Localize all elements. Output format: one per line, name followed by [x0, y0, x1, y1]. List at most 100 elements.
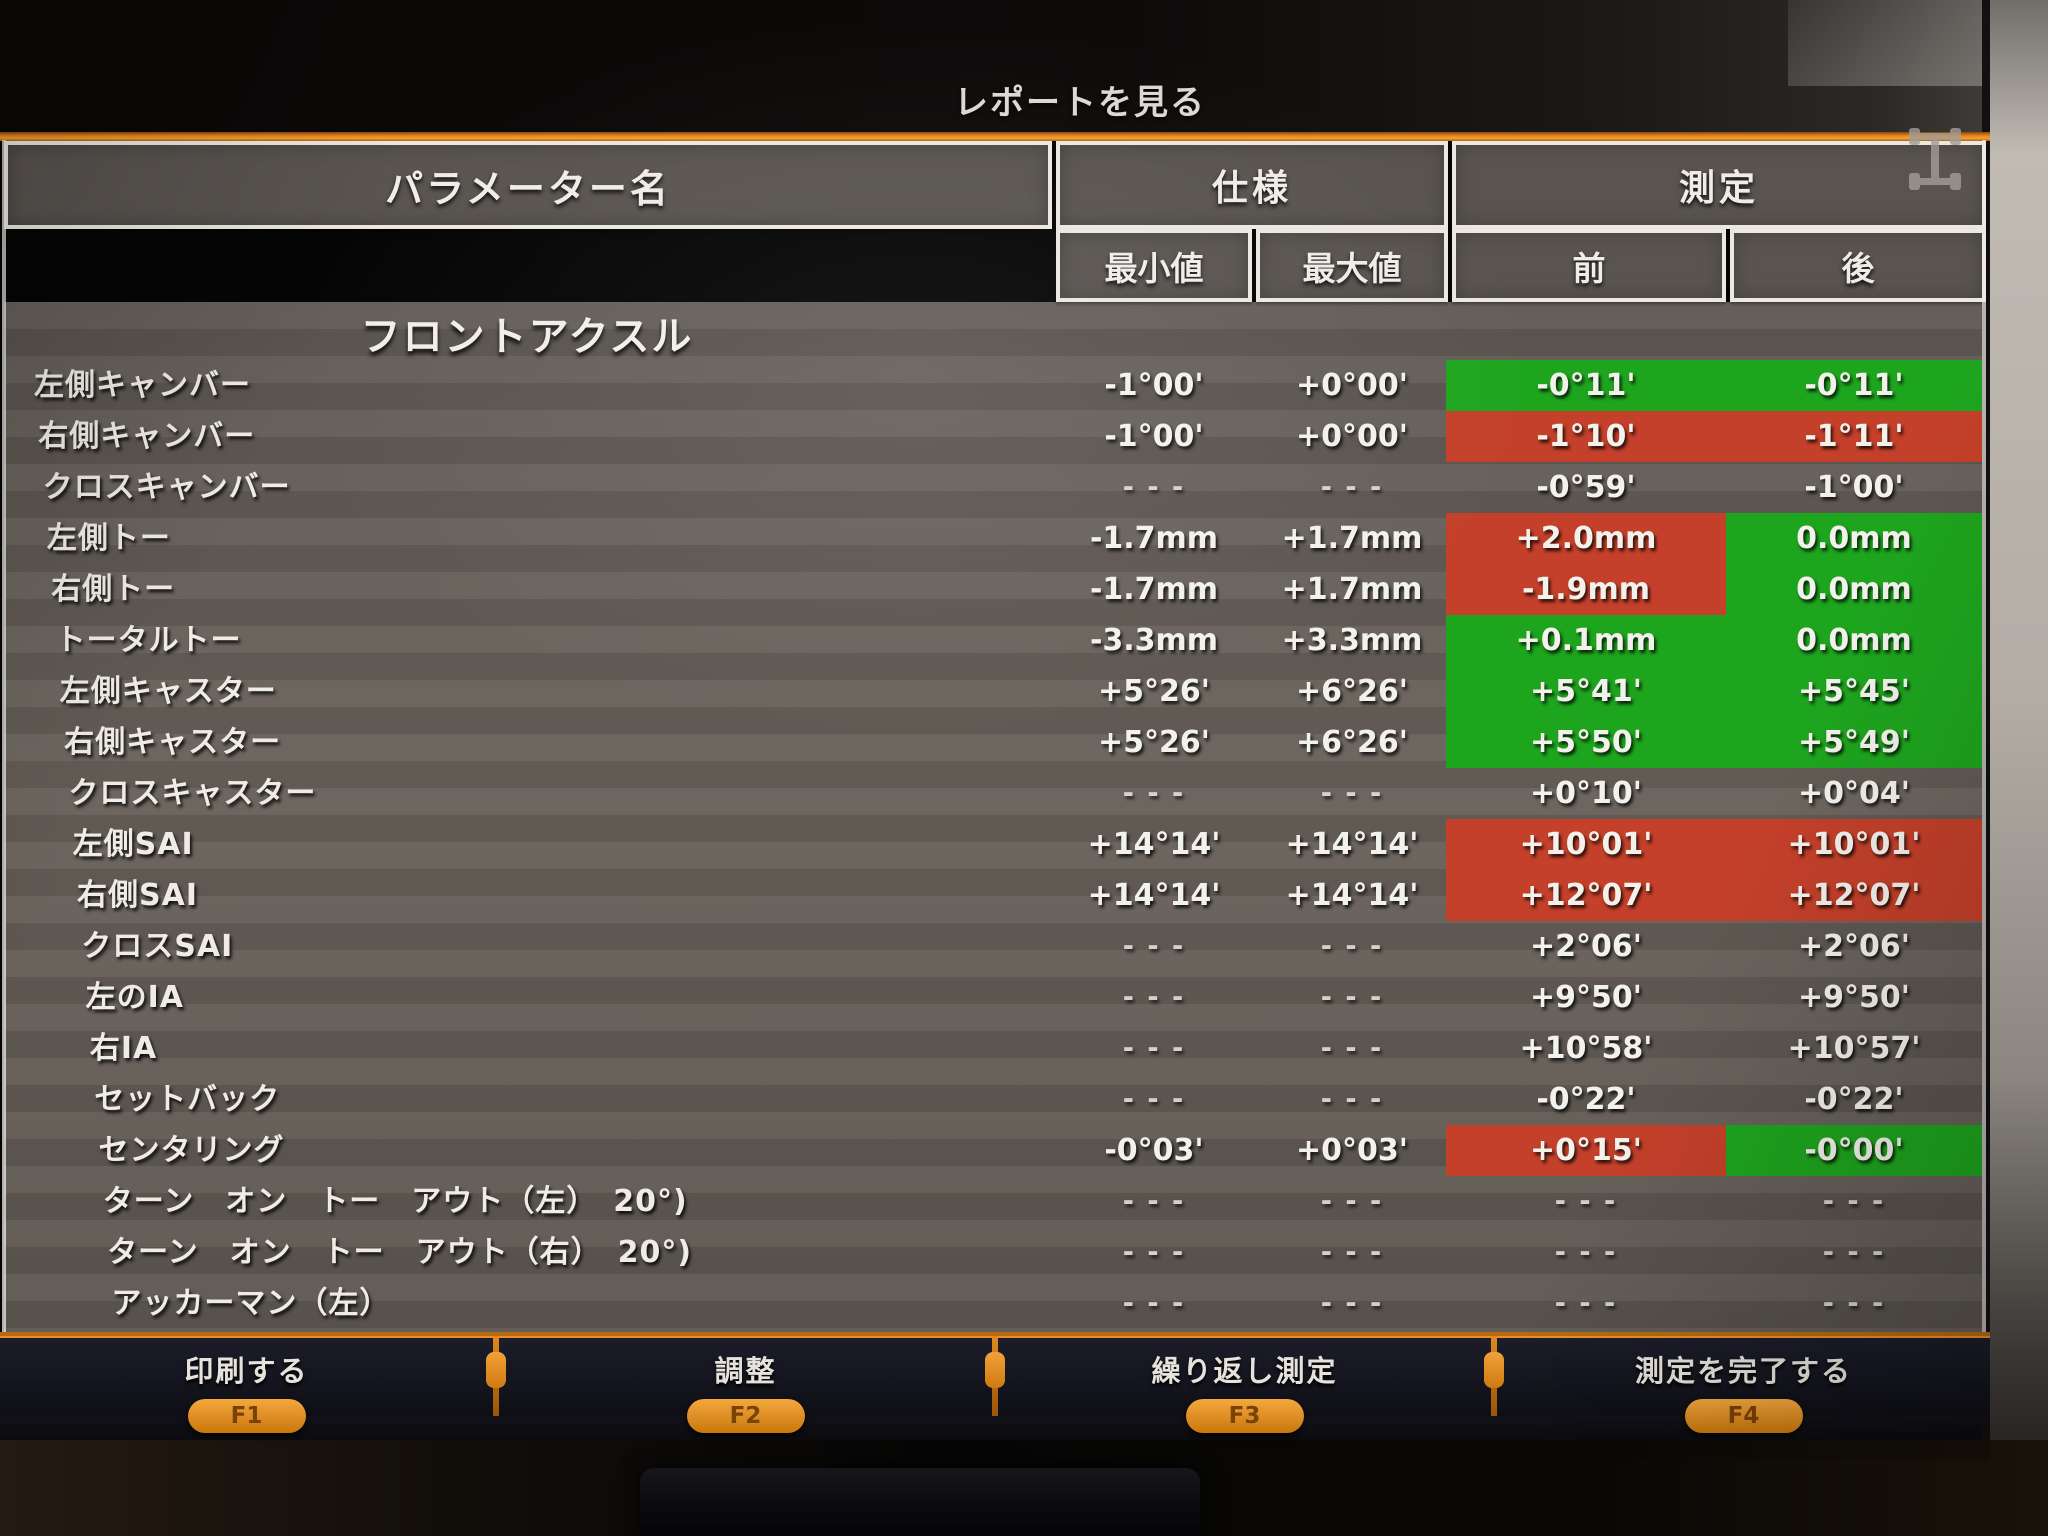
front-value-cell: +5°41': [1446, 666, 1726, 717]
row-label: セットバック: [94, 1082, 281, 1117]
min-value-cell: - - -: [1122, 1288, 1186, 1319]
rear-value-cell: -1°00': [1804, 470, 1904, 505]
rear-value-cell: 0.0mm: [1726, 513, 1982, 564]
rear-value-cell: 0.0mm: [1726, 564, 1982, 615]
max-value-cell: +1.7mm: [1281, 521, 1423, 556]
function-button-adjust[interactable]: 調整 F2: [499, 1336, 992, 1433]
front-value-cell: +5°50': [1446, 717, 1726, 768]
row-label: アッカーマン（左）: [111, 1286, 391, 1321]
table-row: 右IA - - - - - - +10°58' +10°57': [0, 1023, 1990, 1074]
rear-value-cell: -0°00': [1726, 1125, 1982, 1176]
rear-value-cell: +2°06': [1798, 929, 1910, 964]
max-value-cell: - - -: [1320, 778, 1384, 809]
max-value-cell: - - -: [1320, 1084, 1384, 1115]
min-value-cell: -1°00': [1104, 368, 1204, 403]
min-value-cell: -0°03': [1104, 1133, 1204, 1168]
front-value-cell: +2.0mm: [1446, 513, 1726, 564]
table-row: ターン オン トー アウト（右） 20°) - - - - - - - - - …: [0, 1227, 1990, 1278]
function-button-finish[interactable]: 測定を完了する F4: [1497, 1336, 1990, 1433]
f3-key-badge[interactable]: F3: [1185, 1399, 1304, 1433]
row-label: 左側SAI: [72, 827, 194, 862]
function-key-bar: 印刷する F1 調整 F2 繰り返し測定 F3 測定を完了する F4: [0, 1332, 1990, 1433]
function-bar-divider: [985, 1336, 1005, 1416]
min-value-cell: - - -: [1122, 982, 1186, 1013]
min-value-cell: -1.7mm: [1089, 572, 1219, 607]
max-value-cell: +6°26': [1296, 725, 1408, 760]
rear-value-cell: -0°11': [1726, 360, 1982, 411]
table-row: ターン オン トー アウト（左） 20°) - - - - - - - - - …: [0, 1176, 1990, 1227]
max-value-cell: - - -: [1320, 1288, 1384, 1319]
min-value-cell: +5°26': [1098, 674, 1210, 709]
row-label: 右IA: [89, 1031, 158, 1066]
row-label: 左のIA: [85, 980, 184, 1015]
col-header-rear: 後: [1730, 229, 1986, 302]
divider-node: [985, 1352, 1005, 1388]
min-value-cell: - - -: [1122, 1033, 1186, 1064]
min-value-cell: - - -: [1122, 1186, 1186, 1217]
window-border-right: [1982, 140, 1986, 1332]
front-value-cell: +0°15': [1446, 1125, 1726, 1176]
max-value-cell: +1.7mm: [1281, 572, 1423, 607]
row-label: 右側トー: [51, 572, 176, 607]
rear-value-cell: -1°11': [1726, 411, 1982, 462]
min-value-cell: -3.3mm: [1089, 623, 1219, 658]
row-label: 右側キャンバー: [38, 419, 256, 454]
table-row: 左側キャンバー -1°00' +0°00' -0°11' -0°11': [0, 360, 1990, 411]
col-header-max: 最大値: [1256, 229, 1448, 302]
table-row: クロスキャスター - - - - - - +0°10' +0°04': [0, 768, 1990, 819]
front-value-cell: - - -: [1554, 1186, 1618, 1217]
f1-key-badge[interactable]: F1: [187, 1399, 306, 1433]
rear-value-cell: +10°01': [1726, 819, 1982, 870]
row-label: トータルトー: [55, 623, 242, 658]
max-value-cell: - - -: [1320, 472, 1384, 503]
rear-value-cell: +0°04': [1798, 776, 1910, 811]
monitor-edge-right: [1982, 0, 1992, 1536]
max-value-cell: +6°26': [1296, 674, 1408, 709]
table-body-rows: 左側キャンバー -1°00' +0°00' -0°11' -0°11' 右側キャ…: [0, 360, 1990, 1329]
max-value-cell: +3.3mm: [1281, 623, 1423, 658]
rear-value-cell: - - -: [1822, 1237, 1886, 1268]
max-value-cell: - - -: [1320, 1033, 1384, 1064]
max-value-cell: +0°03': [1296, 1133, 1408, 1168]
function-key-label: 繰り返し測定: [1151, 1354, 1338, 1388]
rear-value-cell: +5°45': [1726, 666, 1982, 717]
table-row: 右側トー -1.7mm +1.7mm -1.9mm 0.0mm: [0, 564, 1990, 615]
monitor-bezel-top: [0, 0, 2048, 132]
front-value-cell: -0°11': [1446, 360, 1726, 411]
divider-node: [1484, 1352, 1504, 1388]
row-label: 右側SAI: [77, 878, 198, 913]
function-button-remeasure[interactable]: 繰り返し測定 F3: [998, 1336, 1491, 1433]
col-header-measured: 測定: [1452, 141, 1986, 229]
rear-value-cell: +5°49': [1726, 717, 1982, 768]
row-label: 左側トー: [46, 521, 171, 556]
min-value-cell: -1°00': [1104, 419, 1204, 454]
front-value-cell: +2°06': [1530, 929, 1642, 964]
front-value-cell: +10°58': [1519, 1031, 1653, 1066]
function-button-print[interactable]: 印刷する F1: [0, 1336, 493, 1433]
max-value-cell: - - -: [1320, 982, 1384, 1013]
table-row: トータルトー -3.3mm +3.3mm +0.1mm 0.0mm: [0, 615, 1990, 666]
min-value-cell: - - -: [1122, 1237, 1186, 1268]
front-value-cell: -1.9mm: [1446, 564, 1726, 615]
title-bar: レポートを見る: [0, 0, 1990, 132]
max-value-cell: +14°14': [1285, 827, 1419, 862]
row-label: 左側キャンバー: [34, 368, 251, 403]
front-value-cell: +0°10': [1530, 776, 1642, 811]
row-label: クロスSAI: [81, 929, 234, 964]
row-label: センタリング: [98, 1133, 285, 1168]
row-label: クロスキャスター: [68, 776, 317, 811]
max-value-cell: +0°00': [1296, 419, 1408, 454]
max-value-cell: - - -: [1320, 1237, 1384, 1268]
wall-right-strip: [1990, 0, 2048, 1536]
col-header-spec: 仕様: [1056, 141, 1448, 229]
rear-value-cell: 0.0mm: [1726, 615, 1982, 666]
f4-key-badge[interactable]: F4: [1684, 1399, 1803, 1433]
min-value-cell: +14°14': [1087, 878, 1221, 913]
alignment-report-window: レポートを見る パラメーター名 仕様 測定 最小値 最大値 前 後 フロントアク…: [0, 0, 1990, 1460]
table-row: 左のIA - - - - - - +9°50' +9°50': [0, 972, 1990, 1023]
table-row: 左側キャスター +5°26' +6°26' +5°41' +5°45': [0, 666, 1990, 717]
f2-key-badge[interactable]: F2: [686, 1399, 805, 1433]
row-label: 左側キャスター: [59, 674, 277, 709]
rear-value-cell: - - -: [1822, 1186, 1886, 1217]
